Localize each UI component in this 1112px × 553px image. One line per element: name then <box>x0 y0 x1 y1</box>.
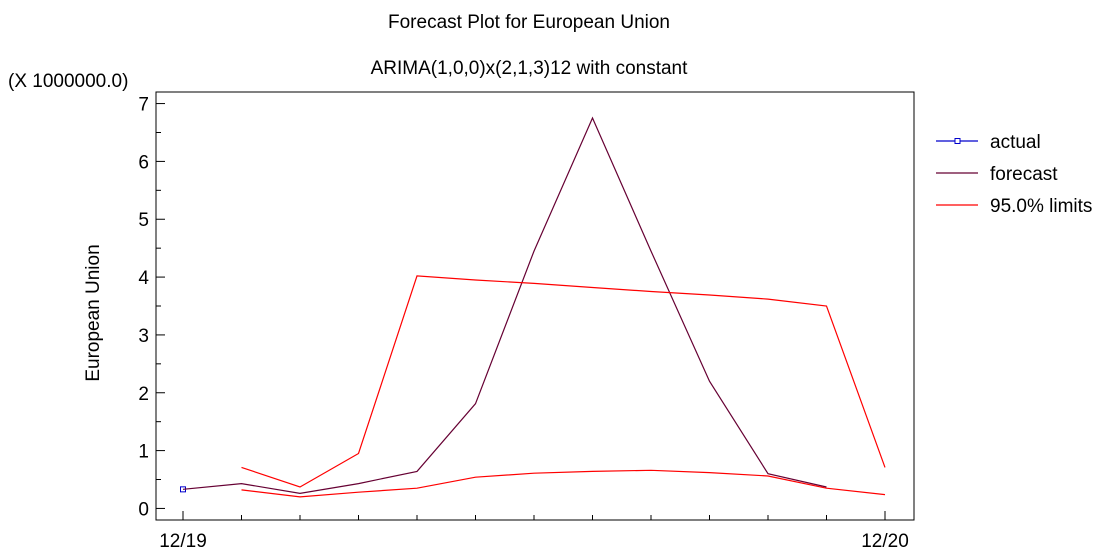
y-tick-label: 6 <box>138 152 149 173</box>
y-axis-ticks: 0 1 2 3 4 5 6 7 <box>138 95 165 520</box>
series-lines <box>180 116 886 498</box>
x-axis-ticks: 12/19 12/20 <box>159 511 909 552</box>
legend-label: forecast <box>990 164 1058 185</box>
y-multiplier-label: (X 1000000.0) <box>8 71 128 92</box>
legend: actual forecast 95.0% limits <box>936 132 1092 217</box>
y-tick-label: 2 <box>138 384 149 405</box>
chart-subtitle: ARIMA(1,0,0)x(2,1,3)12 with constant <box>371 58 689 79</box>
y-tick-label: 5 <box>138 210 149 231</box>
series-95-0-limits-upper <box>241 275 886 488</box>
y-tick-label: 1 <box>138 442 149 463</box>
x-tick-label: 12/19 <box>159 531 207 552</box>
y-tick-label: 0 <box>138 499 149 520</box>
y-axis-label: European Union <box>83 244 104 381</box>
chart-title: Forecast Plot for European Union <box>388 12 670 33</box>
legend-label: 95.0% limits <box>990 196 1092 217</box>
x-tick-label: 12/20 <box>861 531 909 552</box>
legend-label: actual <box>990 132 1041 153</box>
y-tick-label: 4 <box>138 268 149 289</box>
y-tick-label: 3 <box>138 326 149 347</box>
plot-area <box>155 91 915 521</box>
series-95-0-limits-lower <box>241 469 886 498</box>
legend-marker <box>954 138 961 144</box>
y-tick-label: 7 <box>138 95 149 116</box>
series-forecast-line <box>182 116 827 495</box>
